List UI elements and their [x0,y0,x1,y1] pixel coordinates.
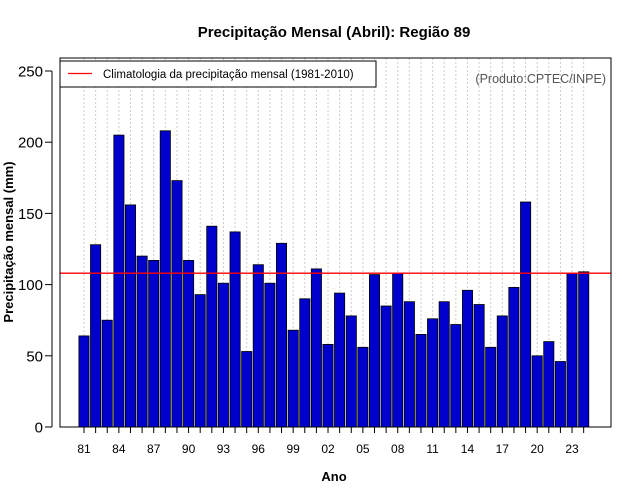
bar-1995 [241,351,253,428]
bar-1999 [287,329,299,428]
bar-1994 [229,231,241,428]
bar-2007 [380,305,392,428]
y-axis-label: Precipitação mensal (mm) [1,161,16,322]
bar-2008 [392,272,404,428]
y-tick-label: 50 [26,348,43,365]
bar-2024 [578,271,590,428]
bar-2003 [334,292,346,428]
x-tick-label: 11 [426,442,439,456]
bar-2023 [566,272,578,428]
bar-1997 [264,282,276,428]
x-tick-label: 84 [112,442,126,456]
bar-2013 [450,324,462,428]
x-axis: 81 84 87 90 93 96 99 02 05 08 11 14 17 20 23 [77,427,585,456]
chart-title: Precipitação Mensal (Abril): Região 89 [198,24,471,41]
x-tick-label: 90 [182,442,196,456]
y-tick-label: 100 [18,277,43,294]
bar-2021 [543,341,555,428]
bar-1998 [275,242,287,428]
bar-1993 [217,282,229,428]
x-tick-label: 17 [496,442,510,456]
x-tick-label: 05 [356,442,370,456]
bar-1985 [125,204,137,428]
product-credit: (Produto:CPTEC/INPE) [475,72,606,86]
bar-1984 [113,134,125,428]
x-tick-label: 08 [391,442,405,456]
x-tick-label: 93 [217,442,231,456]
bar-2020 [531,355,543,428]
y-tick-label: 250 [18,64,43,81]
bars [78,130,590,428]
bar-1982 [90,244,102,428]
bar-1989 [171,180,183,428]
y-tick-label: 150 [18,206,43,223]
bar-1990 [183,259,195,428]
x-tick-label: 96 [252,442,266,456]
bar-2011 [427,318,439,428]
bar-1992 [206,225,218,428]
bar-1996 [252,264,264,428]
bar-2001 [310,268,322,428]
x-tick-label: 23 [565,442,579,456]
bar-2014 [461,289,473,428]
y-tick-label: 200 [18,135,43,152]
legend-label: Climatologia da precipitação mensal (198… [103,69,354,81]
bar-2018 [508,286,520,428]
x-tick-label: 87 [147,442,161,456]
bar-2019 [520,201,532,428]
x-tick-label: 20 [531,442,545,456]
bar-1987 [148,259,160,428]
bar-2004 [345,315,357,428]
bar-2005 [357,346,369,428]
bar-1986 [136,255,148,428]
bar-1981 [78,335,90,428]
legend-box [59,60,377,88]
bar-2000 [299,298,311,428]
bar-2022 [554,361,566,428]
legend: Climatologia da precipitação mensal (198… [59,60,377,88]
bar-2002 [322,343,334,428]
x-tick-label: 14 [461,442,475,456]
x-tick-label: 81 [77,442,91,456]
bar-2016 [485,346,497,428]
x-tick-label: 02 [321,442,335,456]
x-tick-label: 99 [286,442,300,456]
bar-2017 [496,315,508,428]
bar-2015 [473,304,485,428]
bar-1983 [101,319,113,428]
bar-2009 [403,301,415,428]
plot-frame [59,57,612,428]
y-axis: 0 50 100 150 200 250 [18,64,53,437]
x-axis-label: Ano [321,469,346,484]
bar-1988 [159,130,171,428]
y-tick-label: 0 [35,420,43,437]
bar-2010 [415,333,427,428]
bar-2012 [438,301,450,428]
bar-1991 [194,294,206,428]
bar-2006 [368,274,380,428]
